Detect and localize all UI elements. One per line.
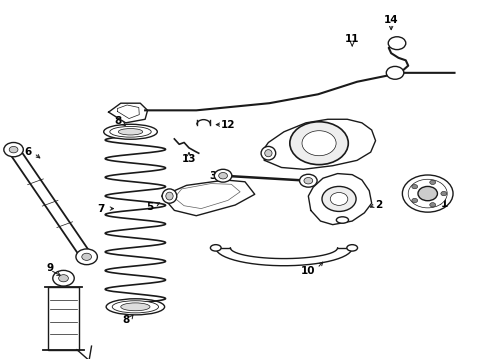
Text: 2: 2 [375, 200, 383, 210]
Ellipse shape [121, 303, 150, 311]
Text: 7: 7 [98, 203, 105, 213]
Circle shape [290, 122, 348, 165]
Circle shape [4, 143, 24, 157]
Circle shape [82, 253, 92, 260]
Circle shape [322, 186, 356, 211]
Ellipse shape [166, 192, 173, 200]
Circle shape [53, 270, 74, 286]
Text: 13: 13 [182, 154, 196, 164]
Ellipse shape [110, 126, 151, 137]
Circle shape [299, 174, 317, 187]
Text: 8: 8 [115, 116, 122, 126]
Circle shape [76, 249, 98, 265]
Polygon shape [109, 103, 147, 123]
Circle shape [430, 180, 436, 185]
Circle shape [9, 147, 18, 153]
Ellipse shape [210, 245, 221, 251]
Text: 14: 14 [384, 15, 398, 25]
Polygon shape [262, 119, 375, 169]
Circle shape [412, 185, 417, 189]
Text: 8: 8 [122, 315, 129, 325]
Ellipse shape [265, 150, 272, 157]
Circle shape [441, 192, 447, 196]
Text: 5: 5 [147, 202, 154, 212]
Text: 9: 9 [47, 262, 54, 273]
Circle shape [402, 175, 453, 212]
Circle shape [304, 177, 313, 184]
Circle shape [59, 275, 69, 282]
Circle shape [430, 203, 436, 207]
Ellipse shape [118, 129, 143, 135]
Circle shape [330, 193, 348, 205]
Circle shape [219, 172, 227, 179]
Text: 3: 3 [210, 171, 217, 181]
Circle shape [418, 186, 438, 201]
Bar [48, 287, 79, 350]
Circle shape [388, 37, 406, 50]
Polygon shape [308, 174, 372, 225]
Circle shape [386, 66, 404, 79]
Text: 12: 12 [220, 120, 235, 130]
Text: 6: 6 [24, 147, 32, 157]
Ellipse shape [106, 299, 165, 315]
Polygon shape [162, 180, 255, 216]
Text: 11: 11 [345, 34, 360, 44]
Text: 10: 10 [301, 266, 316, 276]
Ellipse shape [162, 189, 177, 203]
Ellipse shape [261, 147, 276, 160]
Ellipse shape [112, 301, 159, 313]
Circle shape [412, 198, 417, 203]
Ellipse shape [336, 217, 348, 223]
Circle shape [408, 179, 447, 208]
Ellipse shape [104, 124, 157, 139]
Text: 1: 1 [441, 199, 448, 209]
Text: 4: 4 [331, 131, 339, 141]
Circle shape [302, 131, 336, 156]
Circle shape [214, 169, 232, 182]
Ellipse shape [347, 245, 358, 251]
